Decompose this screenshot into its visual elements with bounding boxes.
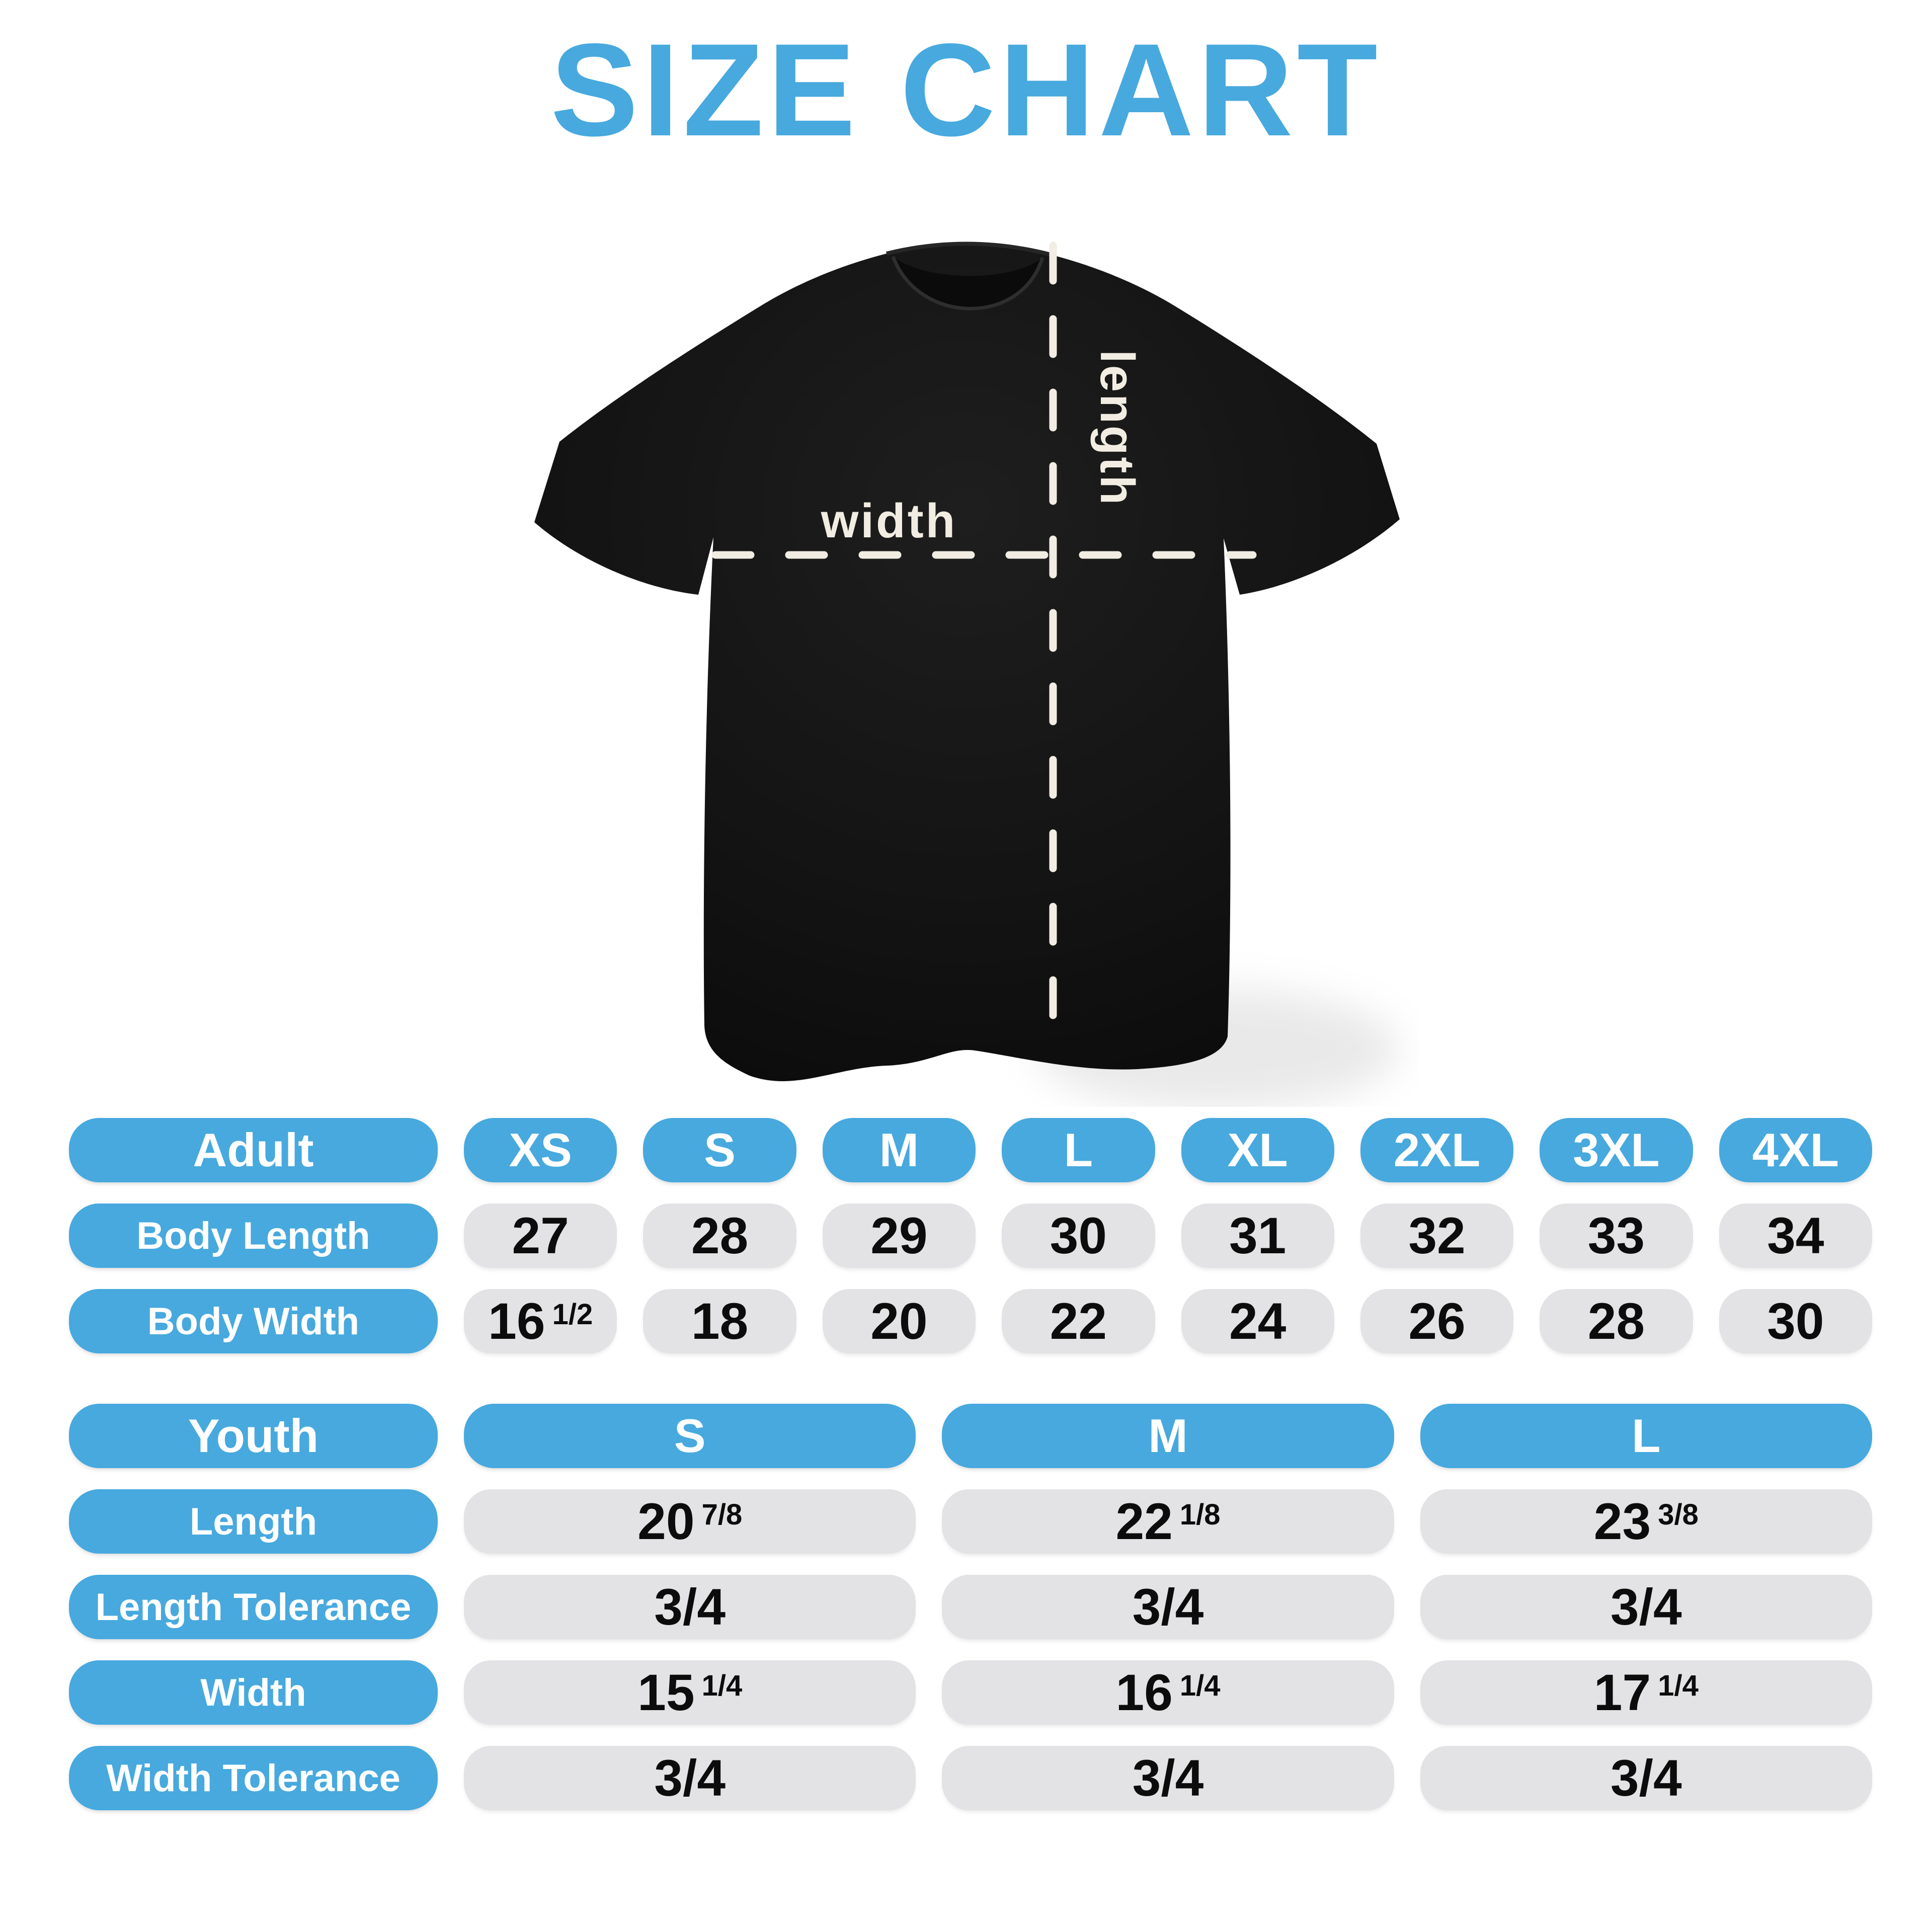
value-cell: 3/4 — [1420, 1746, 1872, 1810]
value-cell: 32 — [1360, 1203, 1514, 1268]
value-cell: 20 7/8 — [464, 1489, 916, 1554]
youth-size-header-m: M — [942, 1404, 1394, 1468]
row-label-width: Width — [69, 1660, 438, 1725]
value-cell: 28 — [643, 1203, 796, 1268]
size-header-l: L — [1002, 1118, 1155, 1182]
collar-opening — [893, 257, 1042, 309]
collar-band — [886, 242, 1051, 257]
page-title: SIZE CHART — [550, 16, 1382, 164]
value-cell: 26 — [1360, 1289, 1514, 1353]
size-header-2xl: 2XL — [1360, 1118, 1514, 1182]
value-cell: 33 — [1540, 1203, 1693, 1268]
value-cell: 30 — [1002, 1203, 1155, 1268]
row-label-body-width: Body Width — [69, 1289, 438, 1353]
youth-size-table: Youth S M L Length 20 7/8 22 1/8 23 3/8 Len… — [69, 1404, 1872, 1810]
row-label-body-length: Body Length — [69, 1203, 438, 1268]
length-label: length — [1090, 350, 1144, 507]
size-header-s: S — [643, 1118, 796, 1182]
width-label: width — [821, 494, 957, 548]
youth-size-header-s: S — [464, 1404, 916, 1468]
youth-size-header-l: L — [1420, 1404, 1872, 1468]
value-cell: 16 1/4 — [942, 1660, 1394, 1725]
size-header-xs: XS — [464, 1118, 617, 1182]
value-cell: 18 — [643, 1289, 796, 1353]
adult-table-header: Adult — [69, 1118, 438, 1182]
value-cell: 3/4 — [942, 1746, 1394, 1810]
collar-seam — [891, 256, 1044, 310]
value-cell: 29 — [822, 1203, 976, 1268]
tshirt-body — [534, 243, 1400, 1081]
row-label-length: Length — [69, 1489, 438, 1554]
value-cell: 16 1/2 — [464, 1289, 617, 1353]
size-header-m: M — [822, 1118, 976, 1182]
tshirt-diagram-svg: width length — [534, 242, 1400, 1107]
value-cell: 30 — [1719, 1289, 1872, 1353]
value-cell: 22 1/8 — [942, 1489, 1394, 1554]
value-cell: 27 — [464, 1203, 617, 1268]
adult-size-table: Adult XS S M L XL 2XL 3XL 4XL Body Lengt… — [69, 1118, 1872, 1353]
value-cell: 31 — [1181, 1203, 1334, 1268]
value-cell: 15 1/4 — [464, 1660, 916, 1725]
row-label-width-tolerance: Width Tolerance — [69, 1746, 438, 1810]
value-cell: 3/4 — [1420, 1575, 1872, 1639]
size-header-4xl: 4XL — [1719, 1118, 1872, 1182]
value-cell: 22 — [1002, 1289, 1155, 1353]
value-cell: 3/4 — [942, 1575, 1394, 1639]
value-cell: 28 — [1540, 1289, 1693, 1353]
value-cell: 3/4 — [464, 1575, 916, 1639]
value-cell: 34 — [1719, 1203, 1872, 1268]
value-cell: 24 — [1181, 1289, 1334, 1353]
tshirt-measurement-diagram: width length — [513, 236, 1419, 1107]
value-cell: 23 3/8 — [1420, 1489, 1872, 1554]
value-cell: 3/4 — [464, 1746, 916, 1810]
youth-table-header: Youth — [69, 1404, 438, 1468]
row-label-length-tolerance: Length Tolerance — [69, 1575, 438, 1639]
value-cell: 17 1/4 — [1420, 1660, 1872, 1725]
size-header-3xl: 3XL — [1540, 1118, 1693, 1182]
value-cell: 20 — [822, 1289, 976, 1353]
size-header-xl: XL — [1181, 1118, 1334, 1182]
